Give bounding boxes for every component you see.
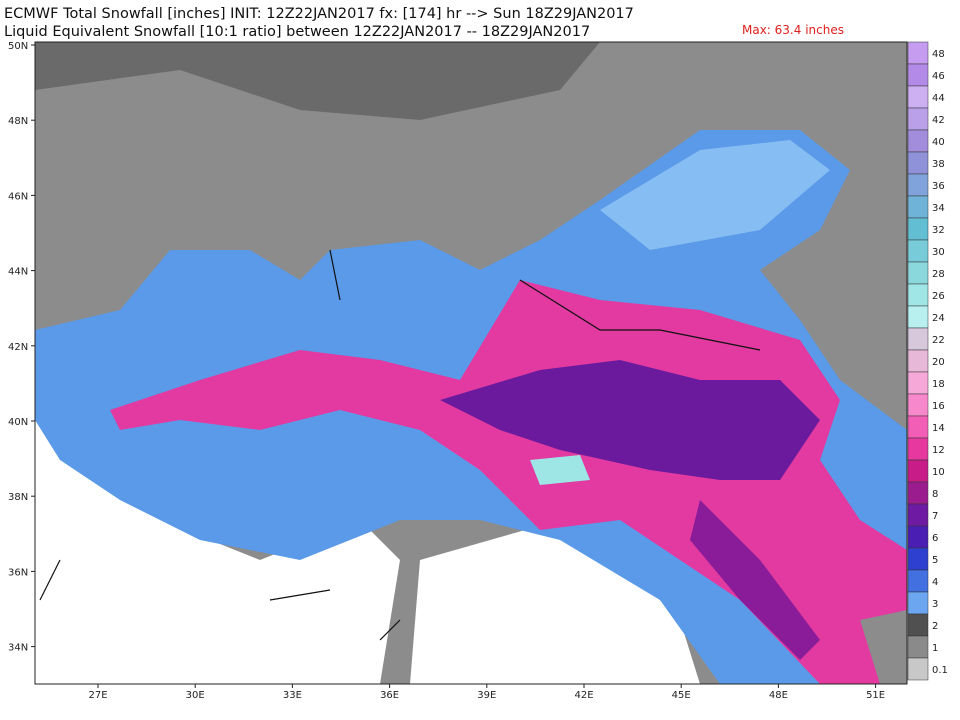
colorbar-swatch bbox=[907, 239, 929, 263]
colorbar-swatch bbox=[907, 613, 929, 637]
colorbar-label: 10 bbox=[932, 467, 945, 478]
colorbar-swatch bbox=[907, 151, 929, 175]
colorbar-swatch bbox=[907, 371, 929, 395]
latitude-label: 34N bbox=[8, 643, 28, 654]
colorbar-label: 16 bbox=[932, 401, 945, 412]
title-line-2: Liquid Equivalent Snowfall [10:1 ratio] … bbox=[4, 24, 590, 40]
colorbar-label: 2 bbox=[932, 621, 938, 632]
latitude-label: 38N bbox=[8, 492, 28, 503]
latitude-label: 46N bbox=[8, 191, 28, 202]
colorbar-swatch bbox=[907, 63, 929, 87]
colorbar-label: 42 bbox=[932, 115, 945, 126]
colorbar-swatch bbox=[907, 503, 929, 527]
colorbar-label: 20 bbox=[932, 357, 945, 368]
colorbar-label: 36 bbox=[932, 181, 945, 192]
colorbar-label: 12 bbox=[932, 445, 945, 456]
longitude-label: 48E bbox=[769, 690, 788, 701]
title-line-1: ECMWF Total Snowfall [inches] INIT: 12Z2… bbox=[4, 6, 634, 22]
colorbar-label: 32 bbox=[932, 225, 945, 236]
longitude-label: 45E bbox=[672, 690, 691, 701]
snow-area-peak bbox=[530, 455, 590, 485]
snow-area-max bbox=[440, 360, 820, 480]
colorbar-swatch bbox=[907, 525, 929, 549]
colorbar-label: 38 bbox=[932, 159, 945, 170]
colorbar-label: 28 bbox=[932, 269, 945, 280]
longitude-label: 39E bbox=[477, 690, 496, 701]
colorbar-label: 1 bbox=[932, 643, 938, 654]
colorbar-swatch bbox=[907, 481, 929, 505]
longitude-label: 27E bbox=[88, 690, 107, 701]
dark-field bbox=[35, 42, 600, 120]
colorbar-swatch bbox=[907, 327, 929, 351]
latitude-label: 48N bbox=[8, 116, 28, 127]
colorbar-label: 8 bbox=[932, 489, 938, 500]
colorbar-swatch bbox=[907, 459, 929, 483]
longitude-label: 30E bbox=[186, 690, 205, 701]
desert-area bbox=[410, 520, 700, 684]
colorbar-label: 6 bbox=[932, 533, 938, 544]
colorbar-label: 4 bbox=[932, 577, 938, 588]
colorbar-label: 48 bbox=[932, 49, 945, 60]
colorbar-label: 14 bbox=[932, 423, 945, 434]
latitude-label: 42N bbox=[8, 342, 28, 353]
latitude-label: 40N bbox=[8, 417, 28, 428]
colorbar-label: 22 bbox=[932, 335, 945, 346]
max-label: Max: 63.4 inches bbox=[742, 23, 844, 37]
colorbar-label: 30 bbox=[932, 247, 945, 258]
latitude-label: 36N bbox=[8, 567, 28, 578]
longitude-label: 33E bbox=[283, 690, 302, 701]
map-field bbox=[35, 42, 907, 684]
colorbar-swatch bbox=[907, 657, 929, 681]
colorbar-label: 0.1 bbox=[932, 665, 948, 676]
colorbar-swatch bbox=[907, 283, 929, 307]
colorbar-swatch bbox=[907, 569, 929, 593]
longitude-label: 36E bbox=[380, 690, 399, 701]
colorbar-label: 18 bbox=[932, 379, 945, 390]
colorbar-swatch bbox=[907, 305, 929, 329]
snow-area-light bbox=[600, 140, 830, 250]
colorbar-label: 26 bbox=[932, 291, 945, 302]
colorbar-label: 3 bbox=[932, 599, 938, 610]
colorbar-swatch bbox=[907, 129, 929, 153]
longitude-label: 42E bbox=[574, 690, 593, 701]
colorbar-swatch bbox=[907, 437, 929, 461]
map-frame bbox=[34, 41, 908, 685]
colorbar-label: 46 bbox=[932, 71, 945, 82]
colorbar-swatch bbox=[907, 393, 929, 417]
latitude-label: 44N bbox=[8, 267, 28, 278]
colorbar-swatch bbox=[907, 41, 929, 65]
colorbar-label: 5 bbox=[932, 555, 938, 566]
longitude-label: 51E bbox=[866, 690, 885, 701]
colorbar-label: 24 bbox=[932, 313, 945, 324]
boundary-line bbox=[39, 249, 761, 641]
colorbar-swatch bbox=[907, 107, 929, 131]
colorbar-swatch bbox=[907, 85, 929, 109]
colorbar-label: 40 bbox=[932, 137, 945, 148]
colorbar-swatch bbox=[907, 173, 929, 197]
colorbar-swatch bbox=[907, 415, 929, 439]
colorbar-swatch bbox=[907, 547, 929, 571]
colorbar-label: 7 bbox=[932, 511, 938, 522]
colorbar-label: 34 bbox=[932, 203, 945, 214]
colorbar-swatch bbox=[907, 591, 929, 615]
colorbar-swatch bbox=[907, 635, 929, 659]
snow-area-max bbox=[690, 500, 820, 660]
colorbar-label: 44 bbox=[932, 93, 945, 104]
colorbar-swatch bbox=[907, 261, 929, 285]
colorbar-swatch bbox=[907, 349, 929, 373]
colorbar-swatch bbox=[907, 217, 929, 241]
latitude-label: 50N bbox=[8, 41, 28, 52]
colorbar-swatch bbox=[907, 195, 929, 219]
